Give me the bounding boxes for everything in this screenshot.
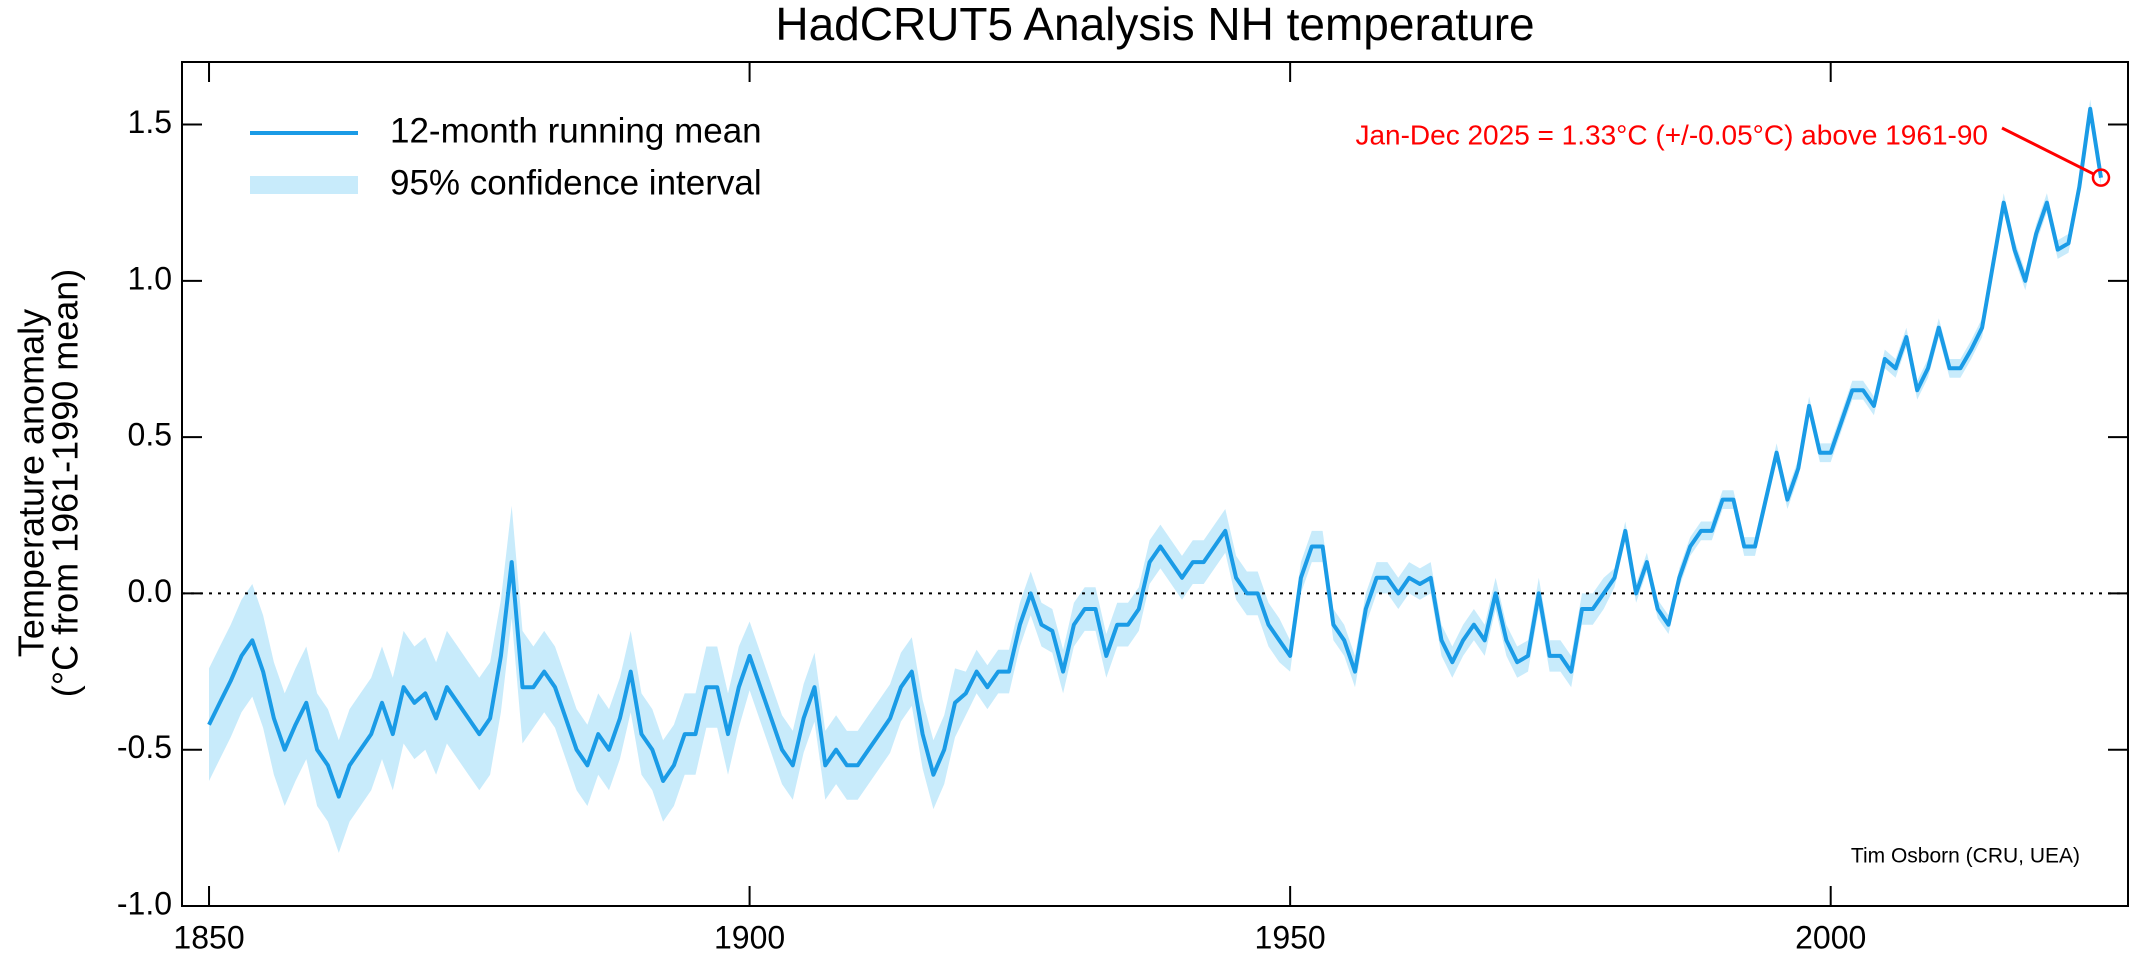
- annotation-leader: [2001, 126, 2094, 175]
- x-tick-label: 1950: [1255, 919, 1326, 955]
- y-tick-label: 1.5: [128, 104, 172, 140]
- x-tick-label: 1850: [173, 919, 244, 955]
- series-line: [207, 106, 2103, 799]
- chart-title: HadCRUT5 Analysis NH temperature: [775, 0, 1534, 50]
- credit: Tim Osborn (CRU, UEA): [1851, 845, 2080, 868]
- y-label-line: (°C from 1961-1990 mean): [45, 269, 86, 698]
- y-tick-label: -0.5: [117, 729, 172, 765]
- y-tick-label: 0.0: [128, 573, 172, 609]
- x-tick-label: 2000: [1795, 919, 1866, 955]
- legend-label: 12-month running mean: [390, 111, 762, 150]
- highlight-marker: [2091, 168, 2111, 187]
- y-tick-label: 0.5: [128, 417, 172, 453]
- legend: 12-month running mean 95% confidence inte…: [250, 111, 762, 202]
- x-tick-label: 1900: [714, 919, 785, 955]
- y-tick-label: -1.0: [117, 885, 172, 921]
- legend-swatch: [250, 176, 358, 194]
- y-axis-label: Temperature anomaly (°C from 1961-1990 m…: [11, 269, 86, 698]
- y-tick-label: 1.0: [128, 260, 172, 296]
- plot-frame: [181, 61, 2129, 907]
- annotation: Jan-Dec 2025 = 1.33°C (+/-0.05°C) above …: [1355, 119, 1988, 150]
- legend-label: 95% confidence interval: [390, 163, 762, 202]
- confidence-band: [209, 99, 2101, 853]
- y-label-line: Temperature anomaly: [11, 309, 52, 657]
